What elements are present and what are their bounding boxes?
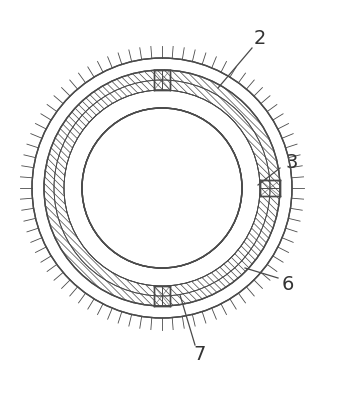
Circle shape	[44, 70, 280, 306]
Text: 2: 2	[254, 28, 266, 47]
Circle shape	[64, 90, 260, 286]
Text: 7: 7	[194, 346, 206, 365]
Text: 3: 3	[286, 152, 298, 172]
Circle shape	[82, 108, 242, 268]
Text: 6: 6	[282, 275, 294, 294]
